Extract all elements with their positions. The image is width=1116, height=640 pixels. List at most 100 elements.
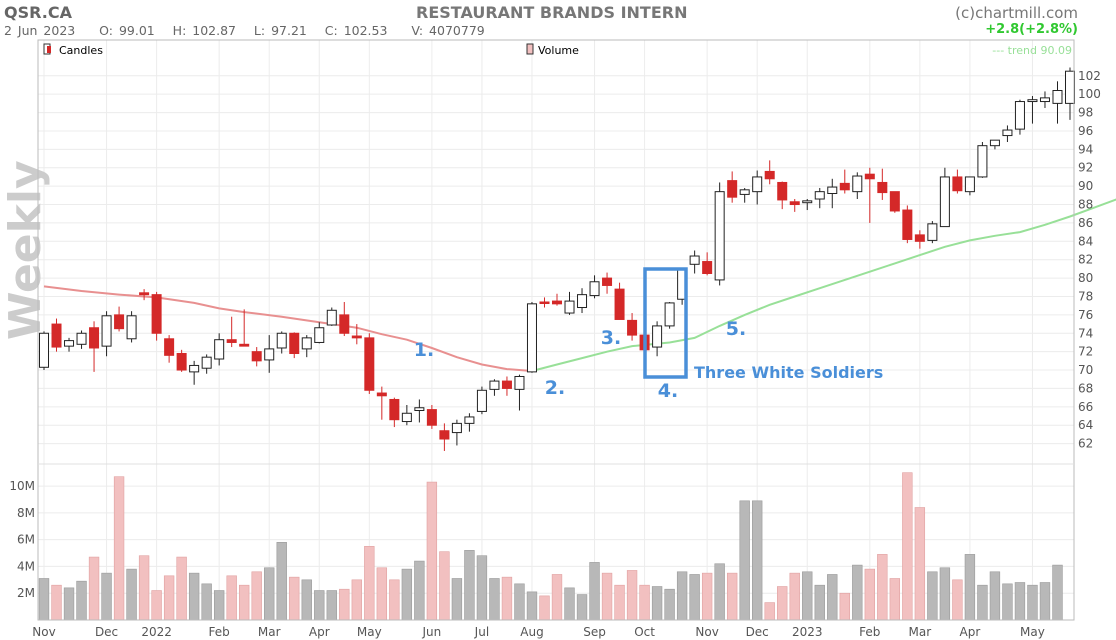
candle-body bbox=[1002, 129, 1013, 137]
candle-body bbox=[652, 325, 663, 348]
candle-body bbox=[752, 176, 763, 193]
volume-bar bbox=[188, 572, 200, 621]
candle-body bbox=[1027, 99, 1038, 103]
close-value: C: 102.53 bbox=[324, 23, 388, 38]
volume-bar bbox=[1002, 583, 1013, 621]
candle-body bbox=[189, 364, 200, 373]
volume-bar bbox=[877, 554, 888, 621]
candle-body bbox=[164, 338, 175, 356]
volume-bar bbox=[88, 556, 100, 621]
candle-body bbox=[501, 380, 512, 389]
volume-bar bbox=[726, 572, 738, 621]
volume-bar bbox=[739, 500, 750, 621]
candle-body bbox=[777, 181, 788, 201]
candle-body bbox=[977, 145, 988, 178]
volume-bar bbox=[701, 572, 713, 621]
volume-bar bbox=[226, 575, 237, 621]
candle-body bbox=[877, 181, 888, 194]
candle-body bbox=[839, 182, 850, 191]
volume-bar bbox=[964, 554, 976, 621]
volume-bar bbox=[1052, 564, 1063, 621]
volume-bar bbox=[163, 575, 175, 621]
price-tick-label: 92 bbox=[1078, 161, 1093, 175]
volume-bar bbox=[501, 576, 513, 621]
candle-body bbox=[51, 323, 62, 348]
candle-body bbox=[614, 288, 625, 320]
volume-bar bbox=[289, 576, 300, 621]
volume-bar bbox=[927, 571, 938, 621]
candle-body bbox=[301, 337, 312, 350]
candle-body bbox=[226, 339, 237, 343]
candle-body bbox=[526, 303, 537, 373]
time-tick-label: Mar bbox=[909, 625, 932, 639]
volume-bar bbox=[101, 572, 112, 621]
volume-bar bbox=[1027, 584, 1038, 621]
time-tick-label: Nov bbox=[32, 625, 55, 639]
volume-bar bbox=[264, 567, 275, 621]
time-tick-label: Sep bbox=[583, 625, 606, 639]
volume-bar bbox=[551, 574, 563, 621]
plot-frame bbox=[37, 39, 1075, 621]
volume-bar bbox=[138, 555, 150, 621]
volume-tick-label: 6M bbox=[17, 533, 35, 547]
volume-bar bbox=[401, 568, 413, 621]
time-tick-label: 2023 bbox=[792, 625, 823, 639]
volume-bar bbox=[451, 578, 463, 621]
candle-body bbox=[439, 430, 450, 440]
candle-body bbox=[464, 416, 475, 424]
candle-body bbox=[176, 352, 187, 371]
price-tick-label: 80 bbox=[1078, 271, 1093, 285]
candle-body bbox=[251, 351, 262, 362]
candle-body bbox=[864, 173, 875, 180]
candle-body bbox=[664, 302, 675, 327]
candle-body bbox=[414, 407, 425, 412]
price-tick-label: 78 bbox=[1078, 289, 1093, 303]
volume-bar bbox=[63, 587, 75, 621]
time-tick-label: May bbox=[357, 625, 382, 639]
volume-bar bbox=[364, 546, 375, 621]
candle-body bbox=[739, 189, 750, 195]
candle-body bbox=[514, 375, 525, 390]
volume-bar bbox=[426, 481, 438, 621]
price-tick-label: 96 bbox=[1078, 124, 1093, 138]
candle-body bbox=[564, 300, 575, 314]
volume-bar bbox=[626, 570, 638, 621]
volume-bar bbox=[639, 584, 650, 621]
candle-body bbox=[276, 332, 287, 349]
candle-body bbox=[802, 200, 813, 204]
volume-bar bbox=[864, 568, 875, 621]
annotation-pattern-label: Three White Soldiers bbox=[694, 363, 883, 382]
candle-body bbox=[476, 389, 487, 412]
candle-body bbox=[714, 191, 725, 281]
time-tick-label: Apr bbox=[960, 625, 981, 639]
volume-bar bbox=[276, 542, 287, 621]
annotation-step-5: 5. bbox=[726, 318, 746, 340]
price-tick-label: 90 bbox=[1078, 179, 1093, 193]
candle-body bbox=[927, 223, 938, 241]
price-tick-label: 88 bbox=[1078, 198, 1093, 212]
volume-value: V: 4070779 bbox=[411, 23, 485, 38]
volume-bar bbox=[589, 562, 600, 621]
volume-bar bbox=[38, 578, 50, 621]
volume-tick-label: 8M bbox=[17, 506, 35, 520]
legend-candles: Candles bbox=[59, 44, 103, 57]
legend-trend: --- trend 90.09 bbox=[992, 44, 1072, 57]
weekly-watermark: Weekly bbox=[0, 160, 51, 340]
price-tick-label: 66 bbox=[1078, 400, 1093, 414]
legend-volume: Volume bbox=[538, 44, 579, 57]
candle-body bbox=[602, 277, 613, 286]
volume-bar bbox=[614, 584, 625, 621]
volume-bar bbox=[351, 579, 362, 621]
volume-bar bbox=[914, 507, 926, 621]
volume-tick-label: 2M bbox=[17, 586, 35, 600]
volume-bar bbox=[676, 571, 688, 621]
candle-body bbox=[589, 281, 600, 297]
volume-bar bbox=[514, 583, 525, 621]
price-tick-label: 100 bbox=[1078, 87, 1101, 101]
candle-body bbox=[401, 412, 412, 423]
time-tick-label: 2022 bbox=[141, 625, 172, 639]
candle-body bbox=[627, 319, 638, 336]
annotation-step-1: 1. bbox=[414, 339, 434, 361]
volume-bar bbox=[489, 578, 500, 621]
candle-body bbox=[214, 339, 225, 360]
